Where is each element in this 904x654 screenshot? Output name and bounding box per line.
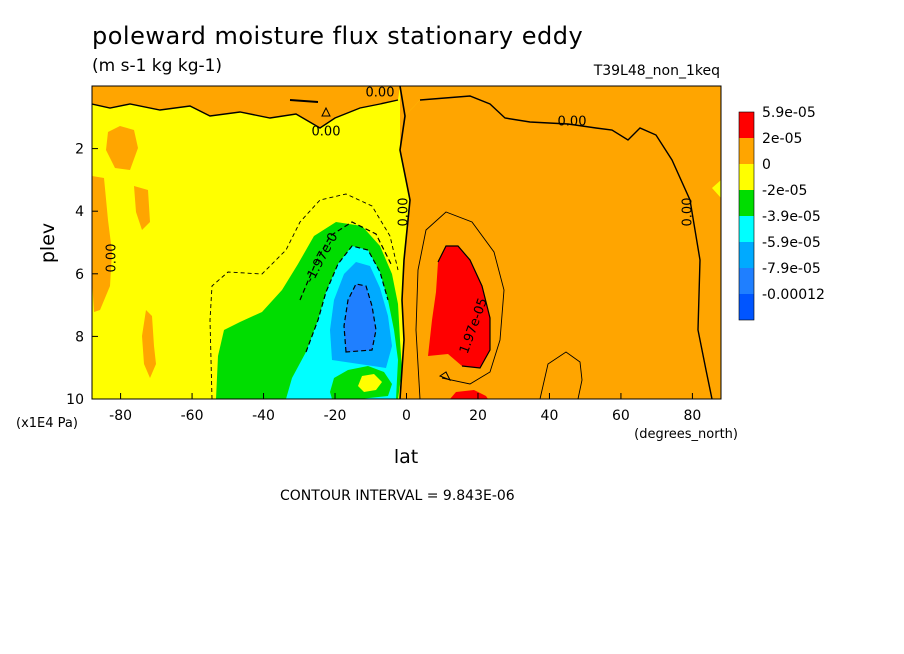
legend-label: 0	[762, 157, 771, 173]
y-tick-label: 2	[75, 142, 84, 158]
legend-swatch	[739, 112, 754, 138]
contour-zero-line	[399, 86, 411, 399]
fill-red-bottom	[450, 390, 488, 399]
contour-interval: CONTOUR INTERVAL = 9.843E-06	[280, 488, 515, 504]
legend-label: -0.00012	[762, 287, 825, 303]
contour-marker	[321, 106, 331, 117]
y-tick-label: 4	[75, 204, 84, 220]
legend-swatch	[739, 164, 754, 190]
contour-negative-dashed-2	[305, 245, 389, 353]
fill-orange-top	[92, 86, 400, 128]
fill-orange-nh	[400, 86, 721, 399]
y-axis-units: (x1E4 Pa)	[16, 416, 78, 431]
contour-positive-solid-2	[539, 351, 583, 399]
contour-label: 0.00	[366, 86, 395, 101]
contour-label: 0.00	[558, 115, 587, 130]
fill-orange-sh-d	[134, 186, 150, 230]
chart-title: poleward moisture flux stationary eddy	[92, 22, 584, 50]
x-tick-label: -20	[324, 408, 347, 424]
contour-lines	[92, 86, 713, 399]
fill-orange-sh-a	[106, 126, 138, 170]
y-tick-label: 6	[75, 267, 84, 283]
x-tick-label: 80	[683, 408, 701, 424]
legend-swatch	[739, 138, 754, 164]
y-tick-label: 8	[75, 329, 84, 345]
legend-label: -3.9e-05	[762, 209, 821, 225]
legend-label: 2e-05	[762, 131, 802, 147]
legend: 5.9e-05 2e-05 0 -2e-05 -3.9e-05 -5.9e-05 -7.9e…	[738, 105, 825, 321]
fill-blue	[344, 284, 376, 352]
contour-zero-line-top	[92, 99, 399, 129]
x-tick-label: 40	[541, 408, 559, 424]
fill-orange-sh-c	[142, 310, 156, 378]
axes: -80 -60 -40 -20 0 20 40 60 80 2 4 6 8 10 lat (degrees_n…	[16, 142, 738, 468]
x-tick-label: 60	[612, 408, 630, 424]
legend-frame	[738, 111, 755, 321]
contour-top-thick	[289, 99, 319, 103]
contour-marker	[438, 371, 452, 381]
contour-label: 0.00	[397, 198, 412, 227]
contour-negative-dashed-3	[299, 221, 393, 301]
fill-red	[428, 246, 490, 368]
x-axis-units: (degrees_north)	[634, 427, 738, 442]
run-label: T39L48_non_1keq	[593, 63, 720, 79]
legend-label: -7.9e-05	[762, 261, 821, 277]
contour-label: 0.00	[105, 244, 120, 273]
x-tick-label: 0	[402, 408, 411, 424]
legend-swatch	[739, 294, 754, 320]
legend-swatch	[739, 216, 754, 242]
chart-units: (m s-1 kg kg-1)	[92, 56, 223, 76]
contour-zero-line-nh	[419, 95, 713, 399]
legend-swatch	[739, 268, 754, 294]
contour-positive-solid-3	[437, 245, 491, 369]
contour-negative-dashed-1	[209, 193, 399, 399]
y-axis-label: plev	[37, 223, 59, 263]
x-tick-label: 20	[469, 408, 487, 424]
contour-positive-solid-1	[415, 211, 505, 399]
x-tick-label: -40	[252, 408, 275, 424]
legend-label: -2e-05	[762, 183, 807, 199]
legend-swatch	[739, 190, 754, 216]
contour-label: 0.00	[312, 125, 341, 140]
y-tick-label: 10	[66, 392, 84, 408]
x-axis-label: lat	[394, 446, 418, 468]
x-tick-label: -80	[109, 408, 132, 424]
contour-label: 0.00	[681, 198, 696, 227]
legend-label: 5.9e-05	[762, 105, 816, 121]
fill-orange-sh-b	[92, 176, 112, 312]
fill-yellow-lower	[358, 374, 382, 392]
legend-swatch	[739, 242, 754, 268]
legend-label: -5.9e-05	[762, 235, 821, 251]
x-tick-label: -60	[181, 408, 204, 424]
contour-negative-dashed-4	[343, 283, 377, 353]
